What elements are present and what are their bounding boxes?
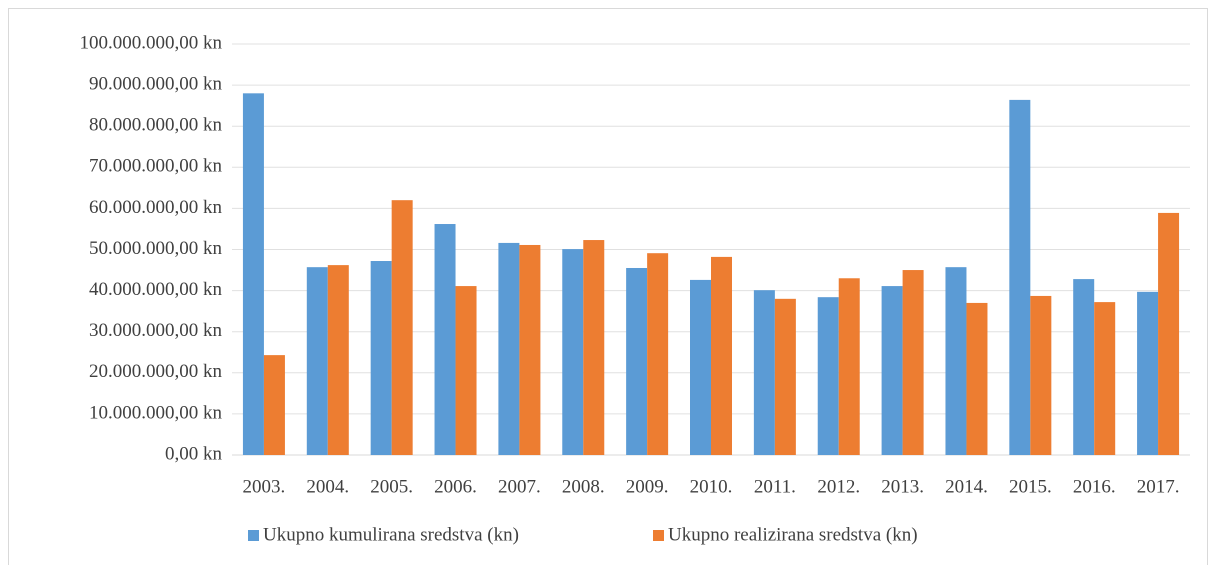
- x-tick-label: 2009.: [626, 476, 669, 497]
- bar: [242, 93, 264, 455]
- bar: [562, 249, 584, 455]
- legend-label: Ukupno kumulirana sredstva (kn): [263, 524, 519, 545]
- x-tick-label: 2014.: [945, 476, 988, 497]
- bar: [902, 270, 924, 455]
- bar: [1094, 302, 1116, 455]
- bar: [945, 267, 967, 455]
- bar: [306, 267, 328, 455]
- x-tick-label: 2013.: [881, 476, 924, 497]
- x-tick-label: 2017.: [1137, 476, 1180, 497]
- bar: [455, 286, 477, 455]
- y-tick-label: 70.000.000,00 kn: [89, 156, 223, 177]
- bar: [370, 261, 392, 455]
- bar: [1137, 291, 1159, 455]
- bar: [753, 290, 775, 455]
- chart-frame: [8, 8, 1208, 565]
- bar: [519, 244, 541, 455]
- bar: [690, 279, 711, 455]
- y-tick-label: 30.000.000,00 kn: [89, 320, 223, 341]
- bar: [1158, 212, 1180, 455]
- legend-swatch: [248, 530, 259, 541]
- legend-label: Ukupno realizirana sredstva (kn): [668, 524, 918, 545]
- bar: [817, 297, 839, 455]
- bar: [1073, 279, 1095, 455]
- x-tick-label: 2008.: [562, 476, 605, 497]
- bar: [647, 253, 669, 455]
- x-tick-label: 2004.: [306, 476, 349, 497]
- legend-swatch: [653, 530, 664, 541]
- bar: [838, 278, 860, 455]
- bar: [881, 286, 903, 455]
- bar: [263, 355, 285, 455]
- y-tick-label: 100.000.000,00 kn: [80, 32, 223, 53]
- bar: [711, 256, 732, 455]
- y-tick-label: 50.000.000,00 kn: [89, 238, 223, 259]
- y-tick-label: 0,00 kn: [165, 443, 223, 464]
- x-tick-label: 2006.: [434, 476, 477, 497]
- y-tick-label: 10.000.000,00 kn: [89, 402, 223, 423]
- y-tick-label: 40.000.000,00 kn: [89, 279, 223, 300]
- x-tick-label: 2011.: [754, 476, 796, 497]
- bar: [774, 298, 796, 455]
- bar: [391, 200, 413, 455]
- bar: [434, 224, 456, 455]
- bar: [966, 302, 988, 455]
- bar: [1009, 99, 1031, 456]
- y-tick-label: 90.000.000,00 kn: [89, 73, 223, 94]
- bar: [327, 265, 349, 455]
- x-tick-label: 2016.: [1073, 476, 1116, 497]
- x-tick-label: 2015.: [1009, 476, 1052, 497]
- bar: [626, 267, 648, 455]
- bar: [498, 242, 520, 455]
- y-tick-label: 80.000.000,00 kn: [89, 115, 223, 136]
- x-tick-label: 2005.: [370, 476, 413, 497]
- bar: [1030, 295, 1052, 455]
- x-tick-label: 2003.: [243, 476, 286, 497]
- y-tick-label: 60.000.000,00 kn: [89, 197, 223, 218]
- y-tick-label: 20.000.000,00 kn: [89, 361, 223, 382]
- bar: [583, 240, 605, 455]
- x-tick-label: 2010.: [690, 476, 733, 497]
- x-tick-label: 2007.: [498, 476, 541, 497]
- x-tick-label: 2012.: [817, 476, 860, 497]
